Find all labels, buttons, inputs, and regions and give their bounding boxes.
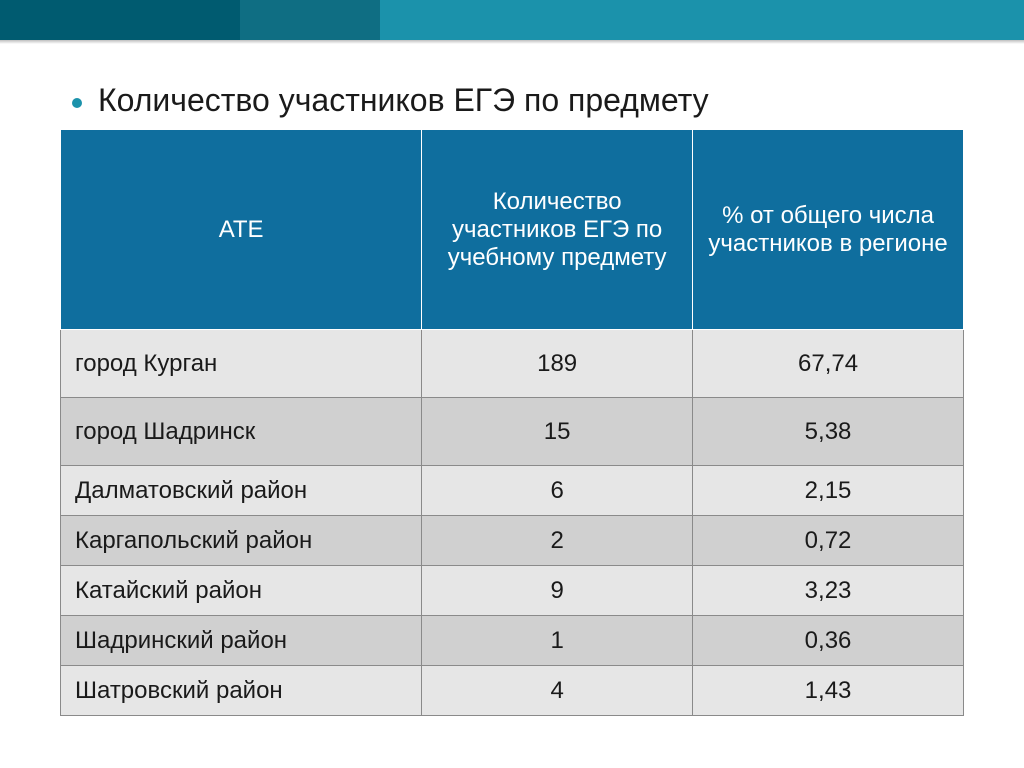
cell-ate: город Курган [61,330,422,398]
table-row: Шадринский район10,36 [61,616,964,666]
table-row: Каргапольский район20,72 [61,516,964,566]
cell-count: 1 [422,616,693,666]
cell-percent: 0,72 [693,516,964,566]
col-header-ate: АТЕ [61,130,422,330]
cell-ate: Шатровский район [61,666,422,716]
cell-count: 9 [422,566,693,616]
cell-count: 6 [422,466,693,516]
cell-ate: Шадринский район [61,616,422,666]
cell-ate: Каргапольский район [61,516,422,566]
topbar-shadow [0,40,1024,44]
cell-count: 189 [422,330,693,398]
top-accent-bar [0,0,1024,40]
table-row: город Курган18967,74 [61,330,964,398]
slide-title: Количество участников ЕГЭ по предмету [98,82,709,119]
cell-percent: 3,23 [693,566,964,616]
bullet-dot-icon [72,98,82,108]
cell-ate: Катайский район [61,566,422,616]
table-row: Катайский район93,23 [61,566,964,616]
cell-count: 2 [422,516,693,566]
col-header-count: Количество участников ЕГЭ по учебному пр… [422,130,693,330]
table-row: Далматовский район62,15 [61,466,964,516]
table-header: АТЕ Количество участников ЕГЭ по учебном… [61,130,964,330]
bullet-title-row: Количество участников ЕГЭ по предмету [72,82,964,119]
topbar-segment-1 [0,0,240,40]
cell-percent: 0,36 [693,616,964,666]
cell-percent: 5,38 [693,398,964,466]
topbar-segment-3 [380,0,1024,40]
cell-ate: город Шадринск [61,398,422,466]
col-header-percent: % от общего числа участников в регионе [693,130,964,330]
table-row: Шатровский район41,43 [61,666,964,716]
content-area: Количество участников ЕГЭ по предмету АТ… [60,70,964,716]
cell-percent: 1,43 [693,666,964,716]
topbar-segment-2 [240,0,380,40]
table-body: город Курган18967,74город Шадринск155,38… [61,330,964,716]
cell-count: 4 [422,666,693,716]
cell-ate: Далматовский район [61,466,422,516]
slide: Количество участников ЕГЭ по предмету АТ… [0,0,1024,768]
cell-count: 15 [422,398,693,466]
participants-table: АТЕ Количество участников ЕГЭ по учебном… [60,129,964,716]
cell-percent: 67,74 [693,330,964,398]
cell-percent: 2,15 [693,466,964,516]
table-row: город Шадринск155,38 [61,398,964,466]
